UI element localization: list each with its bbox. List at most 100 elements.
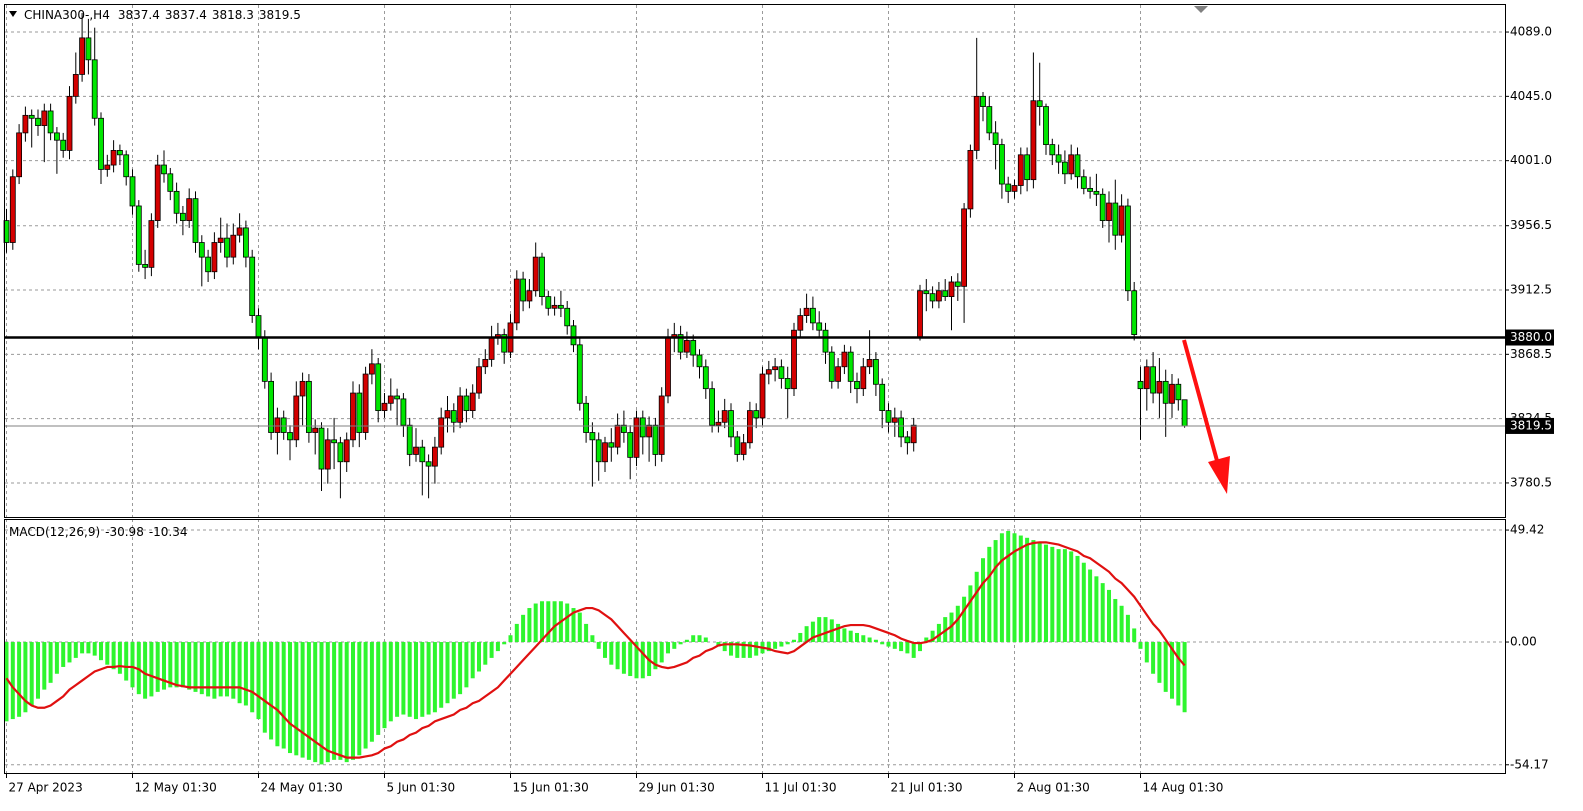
macd-bar (225, 642, 229, 697)
y-tick-label: 4045.0 (1510, 89, 1552, 103)
candle-body (476, 366, 482, 394)
candle-body (715, 421, 722, 426)
y-tick-label: 4001.0 (1510, 153, 1552, 167)
candle-body (866, 359, 873, 368)
macd-bar (968, 585, 973, 643)
macd-bar (237, 642, 242, 704)
candle-body (847, 351, 854, 382)
candle-body (923, 290, 930, 295)
macd-bar (269, 642, 274, 740)
candle-body (898, 417, 904, 438)
candle-body (236, 227, 243, 236)
marks-layer (3, 13, 1505, 765)
macd-bar (974, 571, 979, 643)
macd-bar (42, 642, 47, 690)
macd-bar (470, 642, 475, 679)
candle-body (740, 442, 747, 455)
candle-body (753, 410, 760, 419)
candle-body (967, 150, 974, 210)
macd-bar (735, 642, 740, 658)
candle-body (1169, 383, 1175, 404)
candle-body (822, 329, 829, 353)
candle-body (910, 424, 917, 444)
candle-body (287, 432, 293, 441)
candle-body (186, 198, 193, 221)
macd-bar (300, 642, 305, 758)
candle-body (1005, 183, 1012, 192)
candle-body (633, 417, 640, 458)
candle-body (841, 351, 848, 368)
arrow-head (1208, 456, 1230, 494)
price-panel-frame (4, 4, 1506, 518)
macd-bar (666, 642, 670, 654)
candle-body (1162, 380, 1169, 404)
level-label: 3880.0 (1510, 330, 1552, 344)
macd-bar (867, 637, 872, 643)
candle-body (690, 340, 697, 356)
candle-body (948, 281, 955, 297)
macd-bar (899, 642, 904, 652)
candle-body (413, 446, 419, 455)
candle-body (85, 37, 92, 61)
candle-body (652, 424, 659, 455)
macd-bar (36, 642, 40, 699)
macd-bar (149, 642, 154, 697)
candle-body (1024, 154, 1030, 181)
candle-body (1030, 100, 1037, 181)
macd-bar (420, 642, 425, 717)
candle-body (91, 59, 98, 119)
macd-bar (962, 596, 967, 643)
macd-bar (231, 642, 236, 699)
candle-body (79, 37, 85, 75)
candle-body (986, 106, 993, 134)
candle-body (980, 95, 986, 107)
candle-body (154, 164, 161, 221)
candle-body (1062, 161, 1068, 175)
candle-body (161, 164, 167, 175)
macd-bar (86, 642, 91, 654)
symbol: CHINA300-,H4 (24, 8, 110, 22)
macd-bar (1069, 551, 1074, 643)
candle-body (684, 340, 690, 353)
macd-bar (395, 642, 400, 717)
macd-bar (609, 642, 614, 665)
macd-bar (552, 601, 557, 643)
candle-body (539, 256, 545, 297)
macd-bar (445, 642, 450, 704)
macd-bar (571, 608, 576, 643)
candle-body (98, 117, 104, 170)
macd-bar (634, 642, 639, 679)
candle-body (457, 395, 464, 423)
macd-bar (521, 614, 526, 643)
candle-body (242, 227, 249, 258)
current-price-box (1506, 417, 1554, 434)
macd-bar (565, 603, 570, 643)
macd-bar (905, 642, 910, 654)
macd-bar (1037, 542, 1042, 643)
macd-bar (930, 630, 935, 643)
candle-body (1074, 154, 1081, 178)
candle-body (665, 337, 671, 397)
macd-bar (332, 642, 337, 760)
candle-body (1112, 202, 1119, 236)
candle-body (299, 380, 306, 397)
macd-bar (243, 642, 248, 706)
macd-bar (981, 558, 985, 643)
macd-bar (823, 617, 828, 643)
y-tick-label: 4089.0 (1510, 25, 1552, 39)
x-tick-label: 29 Jun 01:30 (639, 781, 715, 795)
macd-bar (691, 635, 696, 643)
macd-bar (388, 642, 393, 722)
macd-bar (955, 605, 960, 643)
candle-body (343, 439, 350, 463)
candle-body (784, 378, 791, 390)
macd-bar (533, 603, 538, 643)
candle-body (734, 436, 741, 455)
macd-bar (17, 642, 22, 717)
macd-bar (672, 642, 677, 649)
macd-bar (92, 642, 97, 656)
macd-bar (584, 623, 589, 643)
macd-bar (458, 642, 463, 695)
macd-bar (426, 642, 431, 715)
